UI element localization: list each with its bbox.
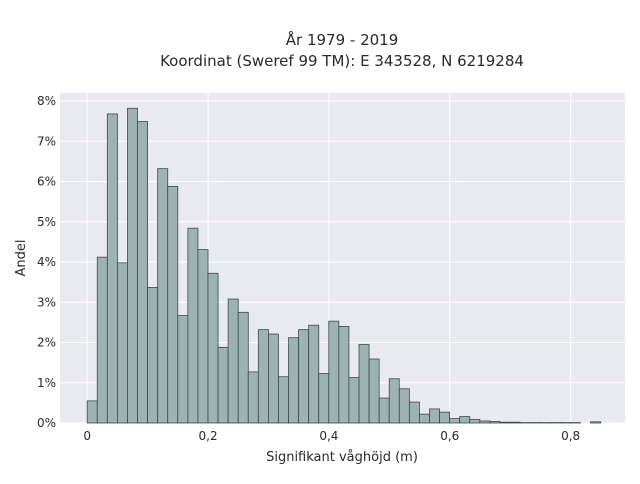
histogram-bar [107, 114, 117, 423]
histogram-bar [138, 122, 148, 423]
histogram-bar [339, 326, 349, 423]
histogram-bar [329, 321, 339, 423]
histogram-bar [480, 421, 490, 423]
histogram-bar [359, 345, 369, 423]
y-tick-label: 3% [37, 295, 56, 309]
y-axis-label: Andel [14, 240, 29, 277]
histogram-bar [178, 316, 188, 423]
histogram-bar [440, 412, 450, 423]
x-axis-label: Signifikant våghöjd (m) [266, 450, 418, 465]
histogram-bar [379, 398, 389, 423]
histogram-bar [188, 228, 198, 423]
x-tick-label: 0,8 [561, 429, 580, 443]
histogram-bar [278, 377, 288, 423]
histogram-bar [148, 287, 158, 423]
histogram-bar [117, 263, 127, 423]
histogram-bar [127, 108, 137, 423]
histogram-bar [97, 257, 107, 423]
y-tick-label: 2% [37, 336, 56, 350]
histogram-bar [299, 330, 309, 423]
histogram-bar [399, 389, 409, 423]
histogram-bar [87, 401, 97, 423]
chart-title-line-2: Koordinat (Sweref 99 TM): E 343528, N 62… [160, 52, 524, 70]
histogram-bar [228, 299, 238, 423]
histogram-bar [168, 186, 178, 423]
histogram-bar [409, 402, 419, 423]
y-tick-label: 0% [37, 416, 56, 430]
histogram-bar [470, 419, 480, 423]
histogram-bar [389, 379, 399, 423]
y-tick-label: 8% [37, 94, 56, 108]
histogram-bar [218, 347, 228, 423]
histogram-bar [500, 422, 510, 423]
chart-title-line-1: År 1979 - 2019 [286, 30, 399, 49]
histogram-bar [419, 414, 429, 423]
histogram-bar [369, 359, 379, 423]
histogram-bar [238, 312, 248, 423]
x-tick-label: 0 [83, 429, 91, 443]
y-tick-label: 4% [37, 255, 56, 269]
histogram-bar [591, 422, 601, 423]
histogram-bar [450, 419, 460, 423]
y-tick-label: 6% [37, 175, 56, 189]
histogram-bar [490, 421, 500, 423]
histogram-bar [258, 330, 268, 423]
x-tick-label: 0,6 [440, 429, 459, 443]
histogram-bar [429, 409, 439, 423]
histogram-bar [248, 372, 258, 423]
y-tick-label: 1% [37, 376, 56, 390]
histogram-bar [309, 325, 319, 423]
histogram-bar [158, 169, 168, 423]
histogram-bar [510, 422, 520, 423]
histogram-bar [208, 273, 218, 423]
x-tick-label: 0,4 [319, 429, 338, 443]
histogram-bar [198, 250, 208, 423]
y-tick-label: 7% [37, 134, 56, 148]
histogram-bar [268, 334, 278, 423]
histogram-bar [319, 374, 329, 424]
histogram-bar [349, 378, 359, 423]
y-tick-label: 5% [37, 215, 56, 229]
histogram-bar [289, 338, 299, 423]
x-tick-label: 0,2 [199, 429, 218, 443]
histogram-bar [460, 417, 470, 423]
